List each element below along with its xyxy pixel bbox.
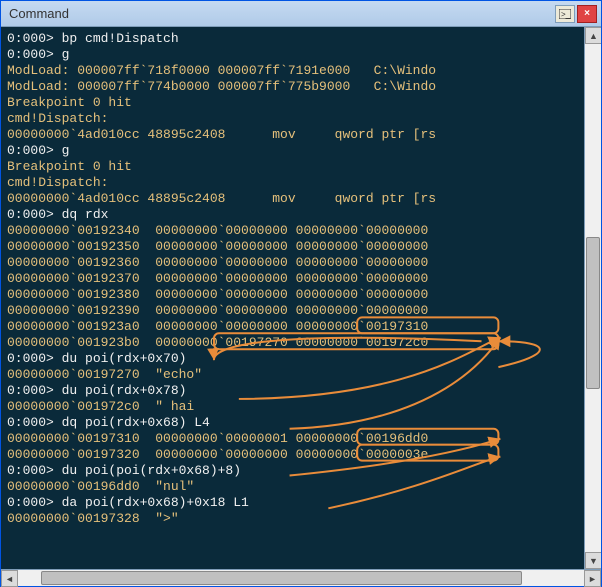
terminal-line: 0:000> g [7,143,578,159]
terminal-line: cmd!Dispatch: [7,175,578,191]
terminal-line: Breakpoint 0 hit [7,159,578,175]
terminal-line: Breakpoint 0 hit [7,95,578,111]
terminal-line: 0:000> bp cmd!Dispatch [7,31,578,47]
terminal-line: ModLoad: 000007ff`718f0000 000007ff`7191… [7,63,578,79]
terminal-line: 00000000`00192390 00000000`00000000 0000… [7,303,578,319]
terminal-line: 00000000`00192380 00000000`00000000 0000… [7,287,578,303]
v-scroll-thumb[interactable] [586,237,600,389]
terminal-line: 0:000> du poi(rdx+0x70) [7,351,578,367]
scroll-left-button[interactable]: ◄ [1,570,18,587]
terminal-line: 00000000`00192370 00000000`00000000 0000… [7,271,578,287]
terminal-line: 00000000`001923b0 00000000`00197270 0000… [7,335,578,351]
terminal-line: 00000000`001972c0 " hai [7,399,578,415]
titlebar[interactable]: Command >_ × [1,1,601,27]
vertical-scrollbar[interactable]: ▲ ▼ [584,27,601,569]
close-button[interactable]: × [577,5,597,23]
h-scroll-track[interactable] [18,570,584,586]
terminal-line: 00000000`00192340 00000000`00000000 0000… [7,223,578,239]
console-icon[interactable]: >_ [555,5,575,23]
terminal-line: 0:000> dq poi(rdx+0x68) L4 [7,415,578,431]
terminal-line: 00000000`4ad010cc 48895c2408 mov qword p… [7,127,578,143]
terminal-container: 0:000> bp cmd!Dispatch0:000> gModLoad: 0… [1,27,601,569]
terminal-line: 00000000`00197328 ">" [7,511,578,527]
terminal-line: 0:000> du poi(poi(rdx+0x68)+8) [7,463,578,479]
terminal-line: 00000000`00192360 00000000`00000000 0000… [7,255,578,271]
svg-text:>_: >_ [561,10,571,19]
window: Command >_ × 0:000> bp cmd!Dispatch0:000… [0,0,602,587]
terminal-line: cmd!Dispatch: [7,111,578,127]
horizontal-scrollbar[interactable]: ◄ ► [1,569,601,586]
terminal-line: 00000000`00196dd0 "nul" [7,479,578,495]
scroll-right-button[interactable]: ► [584,570,601,587]
terminal-line: 00000000`00197270 "echo" [7,367,578,383]
terminal-output[interactable]: 0:000> bp cmd!Dispatch0:000> gModLoad: 0… [1,27,584,569]
scroll-up-button[interactable]: ▲ [585,27,601,44]
terminal-line: 0:000> da poi(rdx+0x68)+0x18 L1 [7,495,578,511]
v-scroll-track[interactable] [585,44,601,552]
terminal-line: 0:000> g [7,47,578,63]
h-scroll-thumb[interactable] [41,571,522,585]
titlebar-buttons: >_ × [555,5,597,23]
terminal-line: ModLoad: 000007ff`774b0000 000007ff`775b… [7,79,578,95]
terminal-line: 0:000> dq rdx [7,207,578,223]
terminal-line: 00000000`00192350 00000000`00000000 0000… [7,239,578,255]
terminal-line: 0:000> du poi(rdx+0x78) [7,383,578,399]
window-title: Command [5,6,555,21]
terminal-line: 00000000`00197320 00000000`00000000 0000… [7,447,578,463]
terminal-line: 00000000`4ad010cc 48895c2408 mov qword p… [7,191,578,207]
scroll-down-button[interactable]: ▼ [585,552,601,569]
terminal-line: 00000000`00197310 00000000`00000001 0000… [7,431,578,447]
terminal-line: 00000000`001923a0 00000000`00000000 0000… [7,319,578,335]
